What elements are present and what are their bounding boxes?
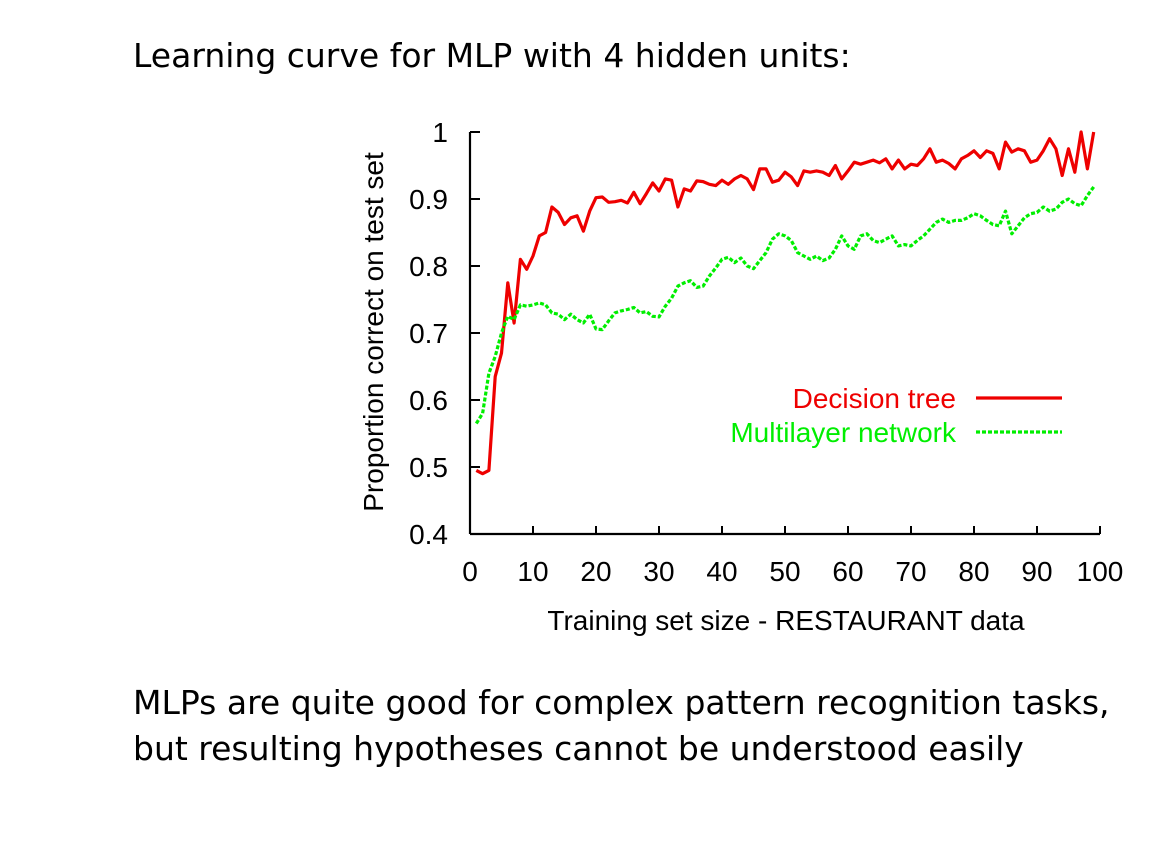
chart-series [474,130,1096,476]
y-tick-label: 0.7 [409,318,448,349]
series-line-decision-tree [475,130,1096,476]
x-tick-label: 20 [580,556,611,587]
summary-line-1: MLPs are quite good for complex pattern … [133,683,1110,722]
y-tick-label: 0.6 [409,385,448,416]
legend-label-decision-tree: Decision tree [793,383,956,414]
y-tick-label: 0.5 [409,452,448,483]
summary-text: MLPs are quite good for complex pattern … [133,680,1110,772]
y-tick-label: 0.8 [409,251,448,282]
series-line-multilayer-network [474,185,1095,425]
slide-heading: Learning curve for MLP with 4 hidden uni… [133,36,851,75]
y-tick-label: 0.4 [409,519,448,550]
legend-label-multilayer-network: Multilayer network [730,417,957,448]
x-tick-label: 70 [895,556,926,587]
x-tick-label: 10 [517,556,548,587]
x-tick-label: 80 [958,556,989,587]
x-tick-label: 40 [706,556,737,587]
summary-line-2: but resulting hypotheses cannot be under… [133,729,1024,768]
x-tick-label: 100 [1077,556,1124,587]
y-tick-label: 0.9 [409,184,448,215]
x-tick-label: 60 [832,556,863,587]
y-tick-label: 1 [432,117,448,148]
x-tick-label: 50 [769,556,800,587]
y-axis-label: Proportion correct on test set [358,152,389,512]
x-tick-label: 30 [643,556,674,587]
x-tick-label: 90 [1021,556,1052,587]
chart-axes: 0.40.50.60.70.80.910 10 20 30 40 50 60 70 80 90 10… [409,117,1123,587]
chart-svg: 0.40.50.60.70.80.910 10 20 30 40 50 60 70 80 90 10… [358,117,1123,636]
x-axis-label: Training set size - RESTAURANT data [547,605,1025,636]
x-tick-label: 0 [462,556,478,587]
